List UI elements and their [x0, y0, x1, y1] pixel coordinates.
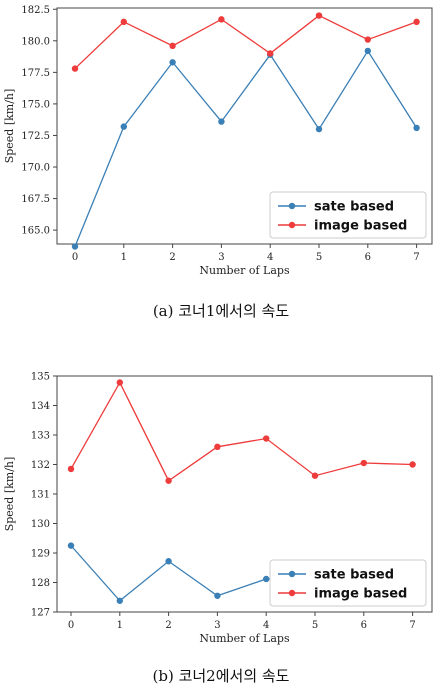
x-tick-label: 0 — [72, 252, 78, 263]
y-tick-label: 127 — [31, 608, 50, 619]
data-point-image — [409, 461, 416, 468]
data-point-image — [267, 50, 274, 57]
data-point-sate — [165, 558, 172, 565]
y-tick-label: 182.5 — [21, 5, 50, 16]
data-point-sate — [169, 59, 176, 66]
caption-b: (b) 코너2에서의 속도 — [152, 667, 290, 685]
data-point-image — [315, 12, 323, 19]
x-tick-label: 5 — [312, 620, 318, 631]
x-axis-label: Number of Laps — [199, 264, 290, 277]
x-tick-label: 3 — [214, 620, 220, 631]
legend-box — [269, 191, 427, 239]
data-point-sate — [413, 124, 420, 132]
y-tick-label: 131 — [31, 490, 50, 501]
data-point-sate — [71, 243, 79, 250]
data-point-image — [67, 465, 75, 473]
data-point-image — [218, 16, 225, 23]
y-tick-label: 133 — [31, 431, 50, 442]
y-tick-label: 165.0 — [21, 226, 50, 237]
x-tick-label: 4 — [263, 620, 269, 631]
x-tick-label: 2 — [165, 620, 171, 631]
x-tick-label: 1 — [121, 252, 127, 263]
x-tick-label: 2 — [169, 252, 175, 263]
legend-label-image: image based — [314, 219, 407, 234]
data-point-image — [71, 65, 79, 72]
data-point-sate — [218, 118, 225, 125]
y-tick-label: 134 — [31, 401, 50, 412]
data-point-image — [413, 18, 420, 26]
legend-marker-image — [288, 221, 296, 229]
legend-marker-sate — [288, 202, 296, 210]
legend-label-sate: sate based — [314, 200, 394, 215]
x-tick-label: 0 — [68, 620, 74, 631]
x-tick-label: 7 — [409, 620, 415, 631]
data-point-image — [165, 477, 172, 484]
y-tick-label: 177.5 — [21, 68, 50, 79]
x-tick-label: 3 — [218, 252, 224, 263]
y-tick-label: 175.0 — [21, 99, 50, 110]
y-axis-label: Speed [km/h] — [3, 457, 16, 532]
legend-marker-sate — [288, 570, 296, 578]
data-point-image — [360, 459, 367, 467]
data-point-sate — [120, 123, 128, 130]
x-axis-label: Number of Laps — [199, 632, 290, 645]
y-tick-label: 129 — [31, 549, 50, 560]
data-point-sate — [67, 542, 75, 549]
legend-label-image: image based — [314, 587, 407, 602]
data-point-sate — [364, 47, 371, 55]
x-tick-label: 5 — [316, 252, 322, 263]
y-tick-label: 170.0 — [21, 163, 50, 174]
y-tick-label: 180.0 — [21, 36, 50, 47]
x-tick-label: 7 — [413, 252, 419, 263]
data-point-image — [169, 42, 176, 50]
data-point-sate — [116, 597, 124, 604]
data-point-sate — [214, 592, 221, 599]
x-tick-label: 6 — [365, 252, 371, 263]
series-line-image — [70, 381, 413, 482]
series-line-sate — [74, 49, 418, 247]
y-tick-label: 130 — [31, 519, 50, 530]
y-tick-label: 172.5 — [21, 131, 50, 142]
data-point-sate — [315, 125, 323, 133]
legend-box — [269, 559, 427, 607]
y-tick-label: 167.5 — [21, 194, 50, 205]
data-point-image — [263, 435, 270, 442]
data-point-image — [364, 36, 371, 43]
x-tick-label: 1 — [117, 620, 123, 631]
chart-corner2: 127 128 129 130 131 132 133 134 135 0 1 2 3 4 5 6 7 Numbe… — [3, 372, 433, 645]
caption-a: (a) 코너1에서의 속도 — [152, 302, 290, 320]
legend-label-sate: sate based — [314, 568, 394, 583]
y-tick-label: 128 — [31, 578, 50, 589]
x-tick-label: 4 — [267, 252, 273, 263]
data-point-image — [214, 443, 221, 450]
data-point-sate — [263, 575, 270, 583]
series-line-image — [74, 14, 417, 70]
data-point-image — [311, 472, 319, 479]
y-axis-label: Speed [km/h] — [3, 89, 16, 164]
data-point-image — [116, 379, 124, 386]
y-tick-label: 132 — [31, 460, 50, 471]
y-tick-label: 135 — [31, 372, 50, 383]
plot-frame — [56, 7, 433, 245]
legend-marker-image — [288, 589, 296, 597]
data-point-image — [120, 18, 128, 26]
x-tick-label: 6 — [361, 620, 367, 631]
chart-corner1: 165.0 167.5 170.0 172.5 175.0 177.5 180.0 182.5… — [3, 5, 433, 277]
